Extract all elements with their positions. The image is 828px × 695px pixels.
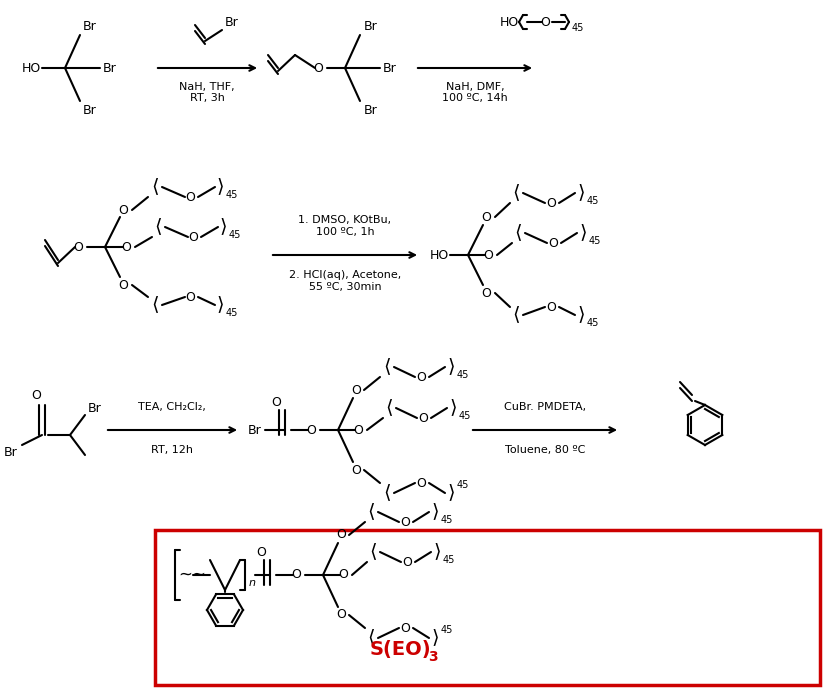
Text: $\langle$: $\langle$ (151, 177, 159, 197)
Text: CuBr. PMDETA,: CuBr. PMDETA, (503, 402, 585, 412)
Text: $\langle$: $\langle$ (367, 628, 374, 648)
Text: S(EO): S(EO) (368, 641, 431, 660)
Text: O: O (291, 569, 301, 582)
Text: Br: Br (83, 104, 97, 117)
Text: Br: Br (248, 423, 262, 436)
Text: $\rangle$: $\rangle$ (446, 482, 455, 503)
Text: O: O (31, 389, 41, 402)
Text: O: O (480, 211, 490, 224)
Text: $\langle$: $\langle$ (151, 295, 159, 316)
Text: Br: Br (88, 402, 102, 414)
Text: HO: HO (22, 61, 41, 74)
Text: Br: Br (363, 104, 378, 117)
Text: $\rangle$: $\rangle$ (446, 357, 455, 377)
Text: O: O (256, 546, 266, 559)
Text: Br: Br (383, 61, 397, 74)
Text: O: O (546, 300, 556, 313)
Text: O: O (417, 411, 427, 425)
Text: Br: Br (103, 61, 117, 74)
Text: $\rangle$: $\rangle$ (449, 398, 456, 418)
Text: 45: 45 (456, 480, 469, 490)
Text: O: O (353, 423, 363, 436)
Text: $\rangle$: $\rangle$ (576, 183, 585, 204)
Text: 55 ºC, 30min: 55 ºC, 30min (308, 282, 381, 292)
Text: O: O (350, 384, 360, 397)
Text: O: O (350, 464, 360, 477)
Text: $\rangle$: $\rangle$ (431, 502, 438, 523)
Text: $\rangle$: $\rangle$ (431, 628, 438, 648)
Text: O: O (121, 240, 131, 254)
Text: O: O (480, 286, 490, 300)
Text: Br: Br (4, 445, 18, 459)
Bar (155, 530, 819, 685)
Text: O: O (118, 204, 128, 217)
Text: O: O (400, 516, 409, 528)
Text: Br: Br (83, 19, 97, 33)
Text: Toluene, 80 ºC: Toluene, 80 ºC (504, 445, 585, 455)
Text: $\langle$: $\langle$ (512, 183, 519, 204)
Text: O: O (188, 231, 198, 243)
Text: 100 ºC, 1h: 100 ºC, 1h (315, 227, 374, 237)
Text: TEA, CH₂Cl₂,: TEA, CH₂Cl₂, (138, 402, 205, 412)
Text: Br: Br (363, 19, 378, 33)
Text: O: O (73, 240, 83, 254)
Text: O: O (306, 423, 315, 436)
Text: O: O (539, 15, 549, 28)
Text: 45: 45 (226, 308, 238, 318)
Text: $\rangle$: $\rangle$ (216, 177, 224, 197)
Text: Br: Br (224, 15, 238, 28)
Text: 45: 45 (586, 196, 599, 206)
Text: O: O (546, 197, 556, 209)
Text: HO: HO (499, 15, 518, 28)
Text: $\langle$: $\langle$ (513, 222, 522, 243)
Text: RT, 3h: RT, 3h (190, 93, 224, 103)
Text: 45: 45 (456, 370, 469, 380)
Text: $\langle$: $\langle$ (383, 357, 391, 377)
Text: $\langle$: $\langle$ (384, 398, 392, 418)
Text: 45: 45 (226, 190, 238, 200)
Text: $\rangle$: $\rangle$ (216, 295, 224, 316)
Text: O: O (400, 621, 409, 635)
Text: $\langle$: $\langle$ (512, 304, 519, 325)
Text: O: O (335, 609, 345, 621)
Text: O: O (338, 569, 348, 582)
Text: NaH, THF,: NaH, THF, (179, 82, 234, 92)
Text: RT, 12h: RT, 12h (151, 445, 193, 455)
Text: 3: 3 (427, 650, 437, 664)
Text: O: O (416, 477, 426, 489)
Text: 45: 45 (442, 555, 455, 565)
Text: 45: 45 (440, 515, 453, 525)
Text: O: O (547, 236, 557, 250)
Text: O: O (271, 395, 281, 409)
Text: 45: 45 (571, 23, 584, 33)
Text: 45: 45 (586, 318, 599, 328)
Text: 100 ºC, 14h: 100 ºC, 14h (441, 93, 508, 103)
Text: $\langle$: $\langle$ (368, 541, 377, 562)
Text: $\rangle$: $\rangle$ (219, 217, 227, 238)
Text: O: O (185, 291, 195, 304)
Text: n: n (248, 578, 256, 588)
Text: HO: HO (430, 249, 449, 261)
Text: $\rangle$: $\rangle$ (576, 304, 585, 325)
Text: O: O (185, 190, 195, 204)
Text: NaH, DMF,: NaH, DMF, (445, 82, 503, 92)
Text: O: O (483, 249, 493, 261)
Text: 45: 45 (459, 411, 471, 421)
Text: 45: 45 (440, 625, 453, 635)
Text: 2. HCl(aq), Acetone,: 2. HCl(aq), Acetone, (288, 270, 401, 280)
Text: $\langle$: $\langle$ (154, 217, 161, 238)
Text: 45: 45 (588, 236, 600, 246)
Text: ~~: ~~ (178, 566, 205, 584)
Text: $\rangle$: $\rangle$ (432, 541, 440, 562)
Text: O: O (335, 528, 345, 541)
Text: 45: 45 (229, 230, 241, 240)
Text: O: O (402, 555, 412, 569)
Text: 1. DMSO, KOtBu,: 1. DMSO, KOtBu, (298, 215, 391, 225)
Text: O: O (118, 279, 128, 291)
Text: O: O (313, 61, 323, 74)
Text: $\langle$: $\langle$ (367, 502, 374, 523)
Text: $\langle$: $\langle$ (383, 482, 391, 503)
Text: O: O (416, 370, 426, 384)
Text: $\rangle$: $\rangle$ (579, 222, 586, 243)
